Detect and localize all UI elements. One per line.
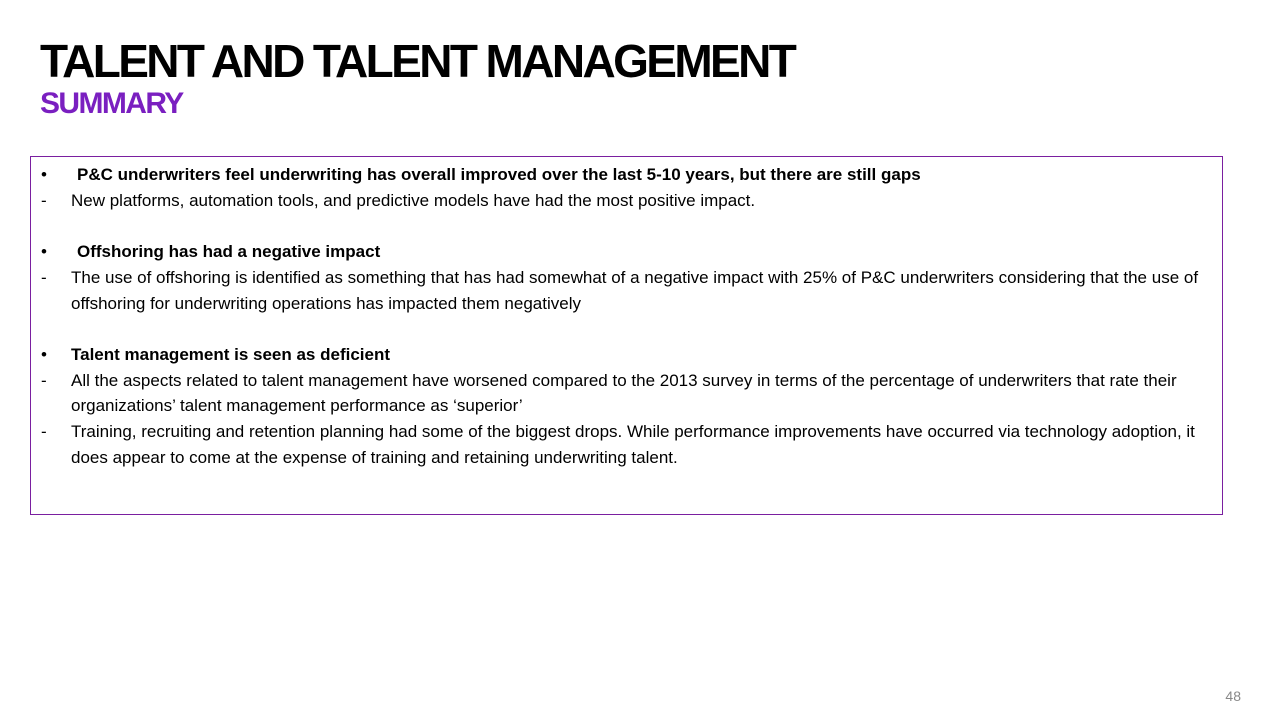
section-heading: Offshoring has had a negative impact (77, 242, 381, 262)
slide-title: TALENT AND TALENT MANAGEMENT (40, 35, 797, 87)
section-heading-row: • Offshoring has had a negative impact (41, 239, 1210, 265)
list-item: - New platforms, automation tools, and p… (41, 188, 1210, 214)
spacer (41, 213, 1210, 239)
list-item: - The use of offshoring is identified as… (41, 265, 1210, 316)
dash-marker: - (41, 190, 47, 210)
section-heading-row: • P&C underwriters feel underwriting has… (41, 162, 1210, 188)
list-item: - Training, recruiting and retention pla… (41, 419, 1210, 470)
bullet-icon: • (41, 165, 47, 184)
list-item: - All the aspects related to talent mana… (41, 368, 1210, 419)
bullet-icon: • (41, 344, 47, 364)
summary-content: • P&C underwriters feel underwriting has… (41, 162, 1210, 470)
list-item-text: Training, recruiting and retention plann… (71, 422, 1195, 467)
section-heading: Talent management is seen as deficient (71, 344, 391, 364)
slide-subtitle: SUMMARY (40, 87, 184, 120)
summary-box: • P&C underwriters feel underwriting has… (30, 156, 1223, 515)
dash-marker: - (41, 370, 47, 390)
section-heading: P&C underwriters feel underwriting has o… (77, 165, 921, 184)
bullet-icon: • (41, 242, 47, 262)
section-heading-row: • Talent management is seen as deficient (41, 342, 1210, 368)
list-item-text: All the aspects related to talent manage… (71, 370, 1177, 416)
dash-marker: - (41, 422, 47, 441)
list-item-text: The use of offshoring is identified as s… (71, 267, 1199, 313)
dash-marker: - (41, 267, 47, 287)
page-number: 48 (1225, 688, 1241, 704)
spacer (41, 316, 1210, 342)
list-item-text: New platforms, automation tools, and pre… (71, 190, 756, 210)
